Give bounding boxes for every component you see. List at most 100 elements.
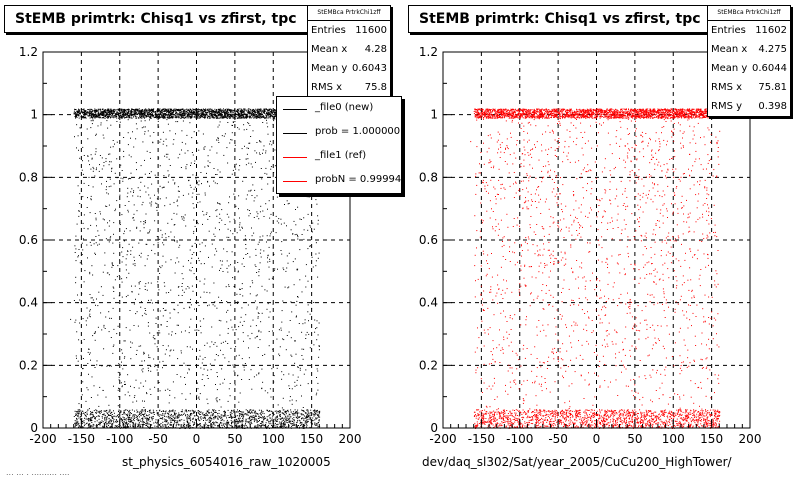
data-point xyxy=(259,116,261,118)
data-point xyxy=(102,117,104,119)
data-point xyxy=(155,422,157,424)
data-point xyxy=(205,413,207,415)
data-point xyxy=(141,418,143,420)
data-point xyxy=(243,112,245,114)
data-point xyxy=(169,409,171,411)
data-point xyxy=(158,330,160,332)
data-point xyxy=(150,115,152,117)
data-point xyxy=(255,426,257,428)
data-point xyxy=(258,329,260,331)
data-point xyxy=(190,110,192,112)
data-point xyxy=(158,424,160,425)
data-point xyxy=(106,110,108,112)
data-point xyxy=(182,117,184,119)
data-point xyxy=(268,112,270,114)
data-point xyxy=(237,409,238,411)
data-point xyxy=(159,117,161,119)
data-point xyxy=(196,394,198,396)
data-point xyxy=(230,304,232,306)
data-point xyxy=(293,421,295,423)
data-point xyxy=(168,117,170,119)
data-point xyxy=(170,109,172,111)
data-point xyxy=(114,210,116,212)
data-point xyxy=(89,271,91,273)
data-point xyxy=(273,269,275,271)
data-point xyxy=(104,410,106,412)
data-point xyxy=(108,186,110,188)
data-point xyxy=(102,271,104,273)
data-point xyxy=(224,116,226,118)
data-point xyxy=(256,109,258,111)
data-point xyxy=(189,415,190,417)
data-point xyxy=(228,417,230,418)
data-point xyxy=(238,117,240,119)
data-point xyxy=(194,308,195,310)
data-point xyxy=(303,418,305,420)
data-point xyxy=(156,110,158,111)
data-point xyxy=(176,109,178,110)
data-point xyxy=(87,112,89,114)
data-point xyxy=(172,415,174,417)
data-point xyxy=(177,414,179,416)
data-point xyxy=(152,116,154,118)
data-point xyxy=(217,117,219,119)
data-point xyxy=(222,116,224,118)
data-point xyxy=(261,111,263,112)
data-point xyxy=(178,419,180,421)
data-point xyxy=(223,422,225,424)
data-point xyxy=(226,108,228,110)
data-point xyxy=(150,205,152,207)
data-point xyxy=(230,113,232,115)
data-point xyxy=(290,422,292,424)
data-point xyxy=(268,421,270,423)
data-point xyxy=(158,157,160,159)
data-point xyxy=(75,109,77,110)
data-point xyxy=(273,253,275,255)
data-point xyxy=(132,109,134,110)
data-point xyxy=(110,236,112,238)
data-point xyxy=(135,110,137,112)
data-point xyxy=(76,417,77,419)
data-point xyxy=(243,116,245,118)
data-point xyxy=(113,117,115,119)
data-point xyxy=(185,113,187,115)
data-point xyxy=(277,410,279,412)
data-point xyxy=(129,115,130,117)
data-point xyxy=(178,414,180,415)
data-point xyxy=(309,413,311,415)
data-point xyxy=(199,117,201,119)
data-point xyxy=(96,416,98,418)
data-point xyxy=(284,426,286,428)
data-point xyxy=(285,418,287,420)
data-point xyxy=(152,115,154,117)
data-point xyxy=(267,113,269,115)
data-point xyxy=(123,114,125,115)
data-point xyxy=(140,411,142,413)
data-point xyxy=(156,425,158,427)
data-point xyxy=(118,116,120,118)
data-point xyxy=(280,422,282,424)
data-point xyxy=(137,112,139,114)
data-point xyxy=(213,110,214,112)
data-point xyxy=(162,143,164,145)
data-point xyxy=(130,137,131,139)
data-point xyxy=(298,425,299,426)
data-point xyxy=(252,113,254,115)
data-point xyxy=(210,414,212,416)
data-point xyxy=(226,113,228,114)
data-point xyxy=(75,414,77,415)
data-point xyxy=(130,172,132,174)
data-point xyxy=(96,113,98,115)
data-point xyxy=(114,172,116,174)
data-point xyxy=(317,276,319,278)
data-point xyxy=(125,114,127,116)
data-point xyxy=(227,116,229,118)
data-point xyxy=(113,291,115,292)
data-point xyxy=(114,279,116,281)
data-point xyxy=(107,108,109,110)
data-point xyxy=(183,307,185,309)
data-point xyxy=(171,424,173,426)
data-point xyxy=(280,418,282,420)
data-point xyxy=(110,115,112,117)
data-point xyxy=(213,168,215,169)
